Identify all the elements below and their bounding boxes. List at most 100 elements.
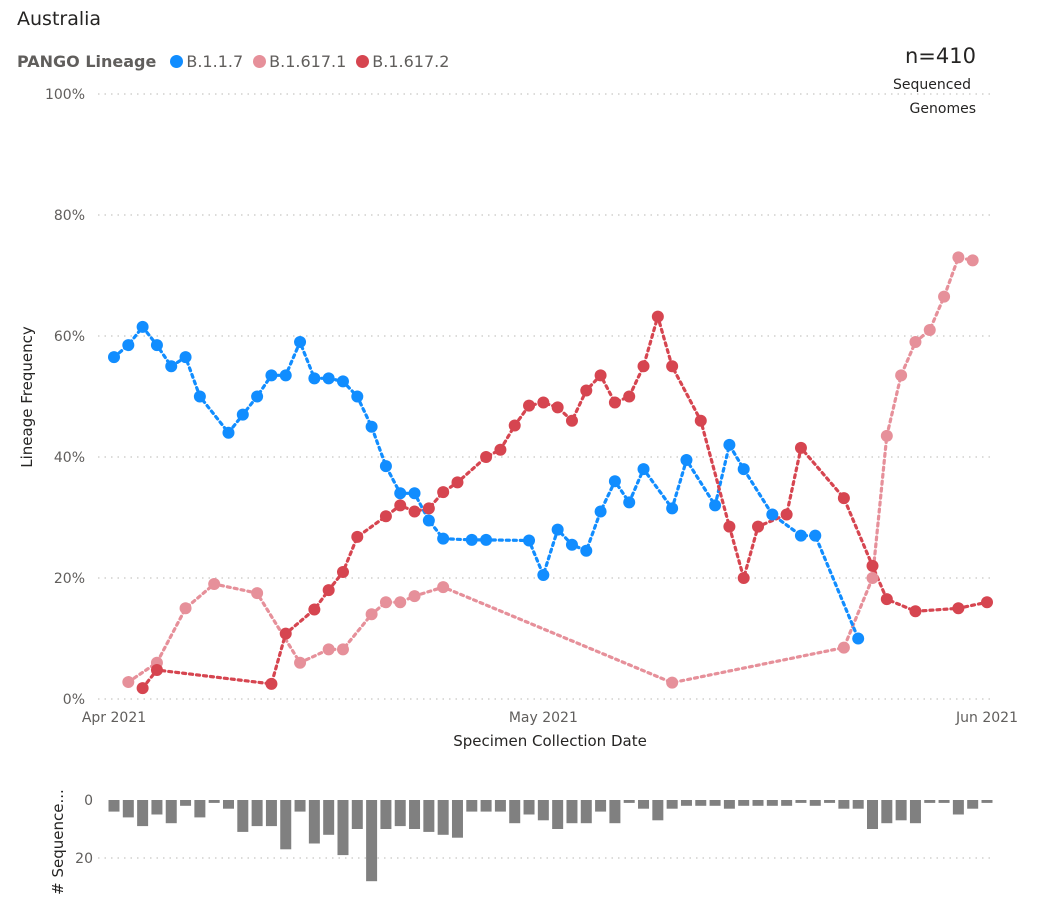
count-bar[interactable] bbox=[680, 800, 692, 806]
count-bar[interactable] bbox=[308, 800, 320, 844]
data-point-B.1.617.2[interactable] bbox=[952, 602, 965, 615]
data-point-B.1.617.1[interactable] bbox=[408, 590, 421, 603]
data-point-B.1.617.2[interactable] bbox=[279, 627, 292, 640]
data-point-B.1.1.7[interactable] bbox=[623, 496, 636, 509]
count-bar[interactable] bbox=[265, 800, 277, 827]
data-point-B.1.1.7[interactable] bbox=[809, 529, 822, 542]
count-bar[interactable] bbox=[824, 800, 836, 803]
data-point-B.1.1.7[interactable] bbox=[294, 336, 307, 349]
count-bar[interactable] bbox=[466, 800, 478, 812]
data-point-B.1.617.2[interactable] bbox=[437, 486, 450, 499]
count-bar[interactable] bbox=[409, 800, 421, 829]
data-point-B.1.617.2[interactable] bbox=[565, 414, 578, 427]
data-point-B.1.617.1[interactable] bbox=[394, 596, 407, 609]
count-bar[interactable] bbox=[723, 800, 735, 809]
data-point-B.1.617.2[interactable] bbox=[379, 510, 392, 523]
data-point-B.1.617.1[interactable] bbox=[322, 643, 335, 656]
data-point-B.1.1.7[interactable] bbox=[709, 499, 722, 512]
data-point-B.1.1.7[interactable] bbox=[251, 390, 264, 403]
data-point-B.1.1.7[interactable] bbox=[594, 505, 607, 518]
data-point-B.1.1.7[interactable] bbox=[394, 487, 407, 500]
data-point-B.1.617.2[interactable] bbox=[981, 596, 993, 609]
count-bar[interactable] bbox=[180, 800, 192, 806]
data-point-B.1.617.2[interactable] bbox=[136, 682, 149, 695]
data-point-B.1.617.1[interactable] bbox=[379, 596, 392, 609]
count-bar[interactable] bbox=[480, 800, 492, 812]
data-point-B.1.1.7[interactable] bbox=[766, 508, 779, 521]
data-point-B.1.1.7[interactable] bbox=[265, 369, 278, 382]
data-point-B.1.1.7[interactable] bbox=[336, 375, 349, 388]
count-bar[interactable] bbox=[537, 800, 549, 821]
data-point-B.1.1.7[interactable] bbox=[108, 351, 120, 364]
count-bar[interactable] bbox=[652, 800, 664, 821]
count-bar[interactable] bbox=[137, 800, 149, 827]
count-bar[interactable] bbox=[380, 800, 392, 829]
count-bar[interactable] bbox=[609, 800, 621, 824]
data-point-B.1.1.7[interactable] bbox=[308, 372, 321, 385]
count-bar[interactable] bbox=[838, 800, 850, 809]
data-point-B.1.617.2[interactable] bbox=[794, 441, 807, 454]
data-point-B.1.1.7[interactable] bbox=[852, 632, 865, 645]
data-point-B.1.617.1[interactable] bbox=[208, 578, 221, 591]
data-point-B.1.617.2[interactable] bbox=[422, 502, 435, 515]
count-bar[interactable] bbox=[595, 800, 607, 812]
count-bar[interactable] bbox=[938, 800, 950, 803]
data-point-B.1.1.7[interactable] bbox=[179, 351, 192, 364]
data-point-B.1.617.2[interactable] bbox=[265, 677, 278, 690]
count-bar[interactable] bbox=[251, 800, 263, 827]
count-bar[interactable] bbox=[280, 800, 292, 850]
count-bar[interactable] bbox=[165, 800, 177, 824]
data-point-B.1.617.2[interactable] bbox=[780, 508, 793, 521]
data-point-B.1.1.7[interactable] bbox=[279, 369, 292, 382]
data-point-B.1.617.2[interactable] bbox=[537, 396, 550, 409]
legend-item-b117[interactable]: B.1.1.7 bbox=[170, 52, 243, 71]
count-bar[interactable] bbox=[394, 800, 406, 827]
count-bar[interactable] bbox=[952, 800, 964, 815]
count-bar[interactable] bbox=[752, 800, 764, 806]
data-point-B.1.617.1[interactable] bbox=[880, 429, 893, 442]
count-bar[interactable] bbox=[494, 800, 506, 812]
data-point-B.1.617.2[interactable] bbox=[694, 414, 707, 427]
data-point-B.1.617.2[interactable] bbox=[580, 384, 593, 397]
data-point-B.1.1.7[interactable] bbox=[136, 320, 149, 333]
data-point-B.1.617.1[interactable] bbox=[666, 676, 679, 689]
data-point-B.1.1.7[interactable] bbox=[437, 532, 450, 545]
data-point-B.1.617.1[interactable] bbox=[437, 581, 450, 594]
data-point-B.1.1.7[interactable] bbox=[666, 502, 679, 515]
count-bar[interactable] bbox=[237, 800, 249, 832]
data-point-B.1.1.7[interactable] bbox=[379, 460, 392, 473]
count-bar[interactable] bbox=[194, 800, 206, 818]
data-point-B.1.617.2[interactable] bbox=[623, 390, 636, 403]
data-point-B.1.617.2[interactable] bbox=[594, 369, 607, 382]
data-point-B.1.1.7[interactable] bbox=[150, 339, 163, 352]
count-bar[interactable] bbox=[881, 800, 893, 824]
count-bar[interactable] bbox=[351, 800, 363, 829]
count-bar[interactable] bbox=[108, 800, 120, 812]
data-point-B.1.1.7[interactable] bbox=[193, 390, 206, 403]
data-point-B.1.617.1[interactable] bbox=[866, 572, 879, 584]
data-point-B.1.1.7[interactable] bbox=[737, 463, 750, 476]
count-bar[interactable] bbox=[695, 800, 707, 806]
count-bar[interactable] bbox=[580, 800, 592, 824]
data-point-B.1.617.2[interactable] bbox=[880, 593, 893, 606]
data-point-B.1.1.7[interactable] bbox=[723, 438, 736, 451]
data-point-B.1.617.2[interactable] bbox=[723, 520, 736, 533]
count-bar[interactable] bbox=[566, 800, 578, 824]
count-bar[interactable] bbox=[666, 800, 678, 809]
data-point-B.1.617.2[interactable] bbox=[651, 310, 664, 323]
data-point-B.1.1.7[interactable] bbox=[165, 360, 178, 373]
data-point-B.1.617.2[interactable] bbox=[523, 399, 536, 412]
data-point-B.1.1.7[interactable] bbox=[551, 523, 564, 536]
data-point-B.1.617.2[interactable] bbox=[666, 360, 679, 373]
data-point-B.1.617.2[interactable] bbox=[308, 603, 321, 616]
count-bar[interactable] bbox=[294, 800, 306, 812]
data-point-B.1.617.1[interactable] bbox=[179, 602, 192, 615]
count-bar[interactable] bbox=[437, 800, 449, 835]
data-point-B.1.617.2[interactable] bbox=[451, 476, 464, 489]
data-point-B.1.1.7[interactable] bbox=[422, 514, 435, 527]
data-point-B.1.617.1[interactable] bbox=[251, 587, 264, 600]
data-point-B.1.1.7[interactable] bbox=[480, 533, 493, 546]
count-bar[interactable] bbox=[337, 800, 349, 856]
data-point-B.1.1.7[interactable] bbox=[537, 568, 550, 581]
data-point-B.1.1.7[interactable] bbox=[680, 454, 693, 467]
